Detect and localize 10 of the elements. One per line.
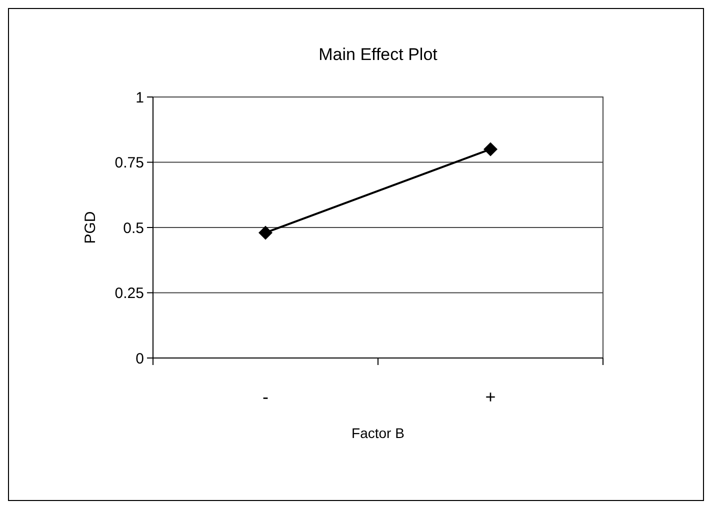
- y-tick-label: 1: [136, 89, 144, 106]
- chart-title: Main Effect Plot: [318, 45, 438, 64]
- y-tick-label: 0: [136, 350, 144, 368]
- x-axis-title: Factor B: [352, 425, 404, 441]
- y-tick-label: 0.25: [114, 285, 144, 302]
- y-tick-label: 0.75: [114, 154, 144, 172]
- y-tick-label: 0.5: [123, 220, 144, 237]
- x-tick-label: +: [485, 387, 496, 407]
- x-tick-label: -: [262, 387, 268, 407]
- y-axis-title: PGD: [82, 211, 99, 244]
